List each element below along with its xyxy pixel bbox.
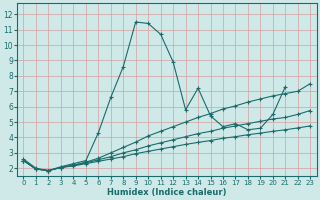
X-axis label: Humidex (Indice chaleur): Humidex (Indice chaleur) (107, 188, 227, 197)
